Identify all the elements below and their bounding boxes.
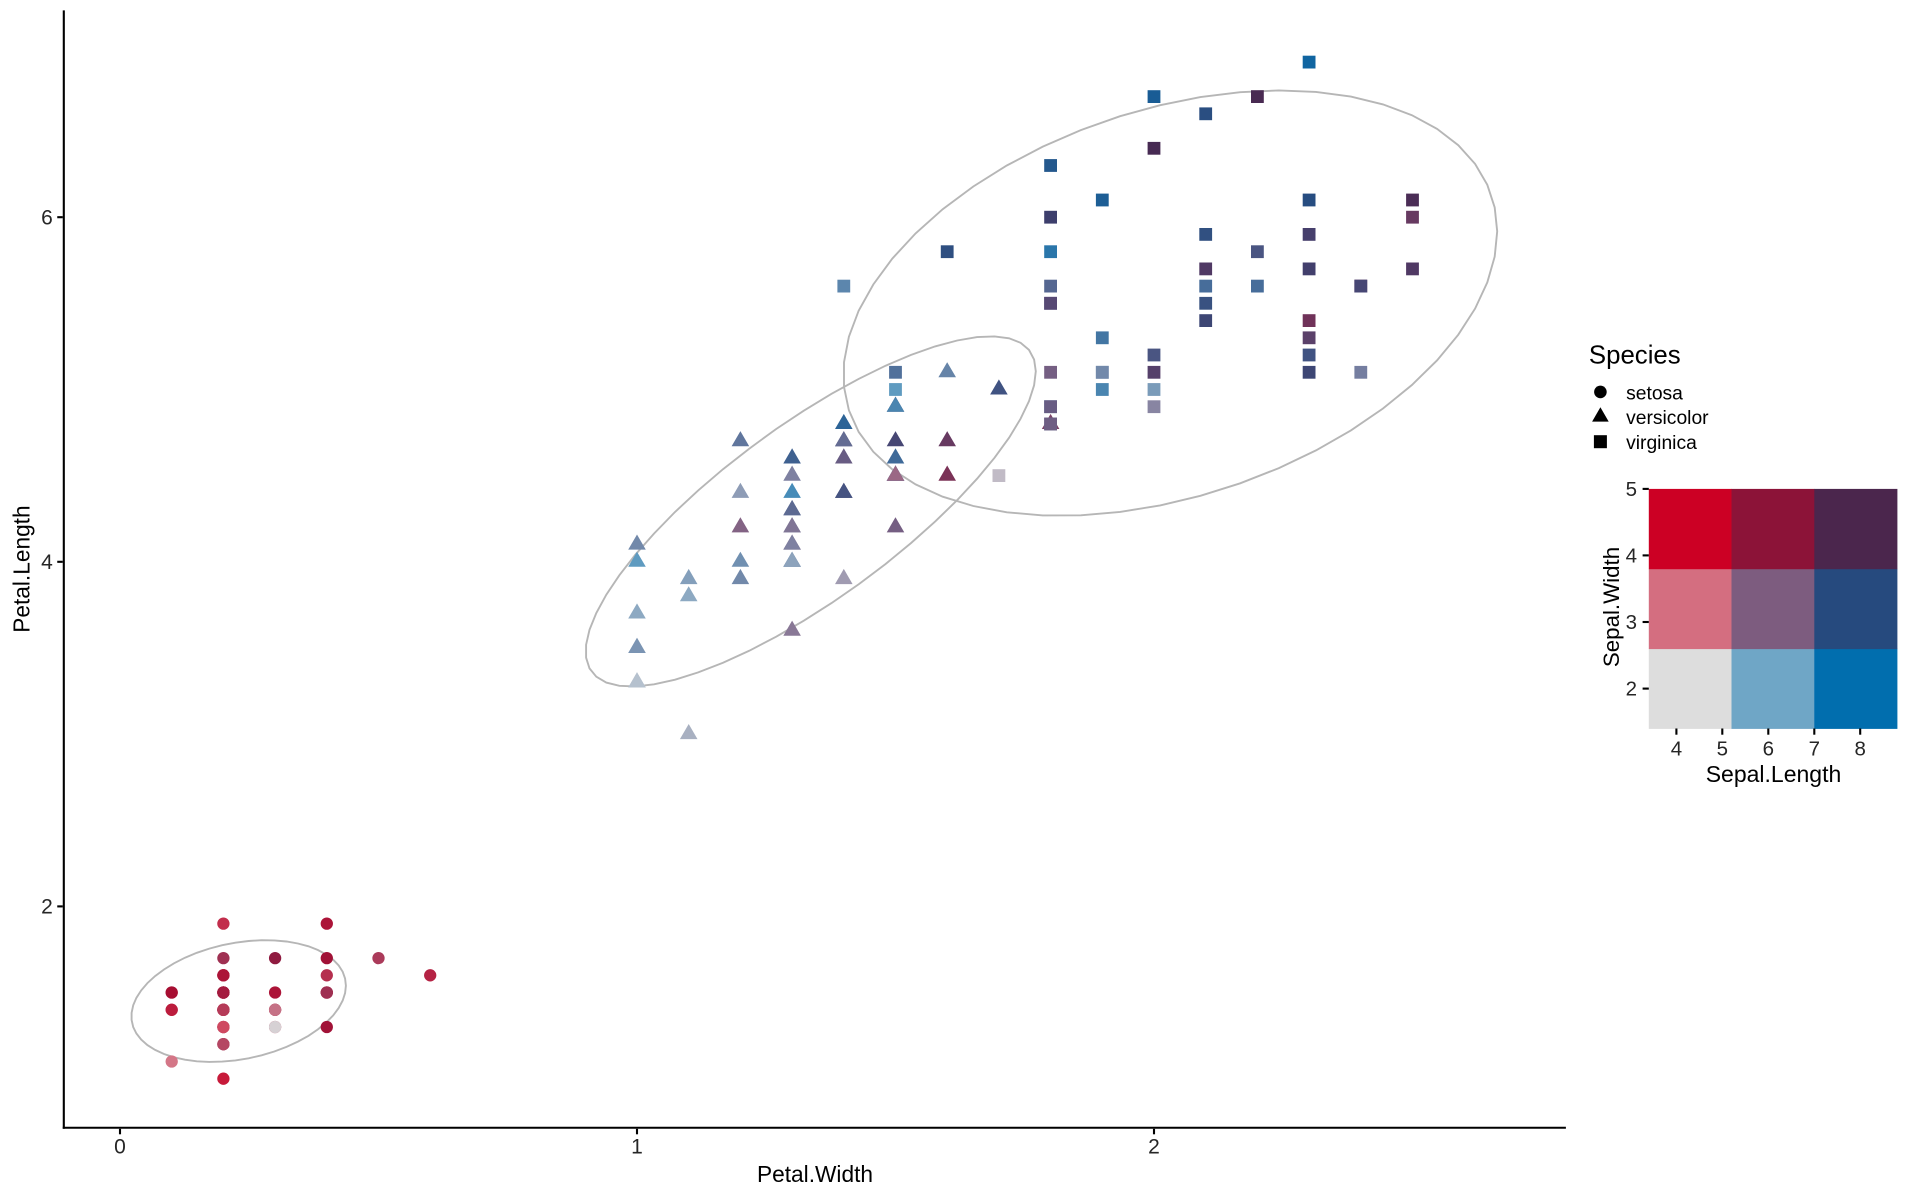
svg-text:5: 5 bbox=[1626, 478, 1637, 501]
svg-text:setosa: setosa bbox=[1626, 383, 1683, 404]
svg-text:2: 2 bbox=[41, 896, 53, 919]
svg-text:5: 5 bbox=[1717, 738, 1728, 761]
svg-text:2: 2 bbox=[1626, 678, 1637, 701]
svg-text:4: 4 bbox=[1626, 544, 1637, 567]
svg-text:3: 3 bbox=[1626, 611, 1637, 634]
svg-text:6: 6 bbox=[41, 206, 53, 229]
svg-text:8: 8 bbox=[1854, 738, 1865, 761]
svg-text:0: 0 bbox=[114, 1136, 126, 1159]
svg-text:6: 6 bbox=[1763, 738, 1774, 761]
svg-text:4: 4 bbox=[1671, 738, 1682, 761]
svg-text:Species: Species bbox=[1589, 342, 1681, 370]
svg-text:4: 4 bbox=[41, 551, 53, 574]
svg-text:2: 2 bbox=[1148, 1136, 1160, 1159]
svg-text:Petal.Width: Petal.Width bbox=[757, 1161, 873, 1187]
svg-text:Sepal.Length: Sepal.Length bbox=[1706, 761, 1842, 787]
svg-text:7: 7 bbox=[1809, 738, 1820, 761]
svg-text:1: 1 bbox=[631, 1136, 643, 1159]
svg-text:virginica: virginica bbox=[1626, 433, 1697, 454]
svg-text:Sepal.Width: Sepal.Width bbox=[1599, 547, 1624, 667]
svg-text:versicolor: versicolor bbox=[1626, 408, 1709, 429]
svg-text:Petal.Length: Petal.Length bbox=[9, 505, 35, 632]
